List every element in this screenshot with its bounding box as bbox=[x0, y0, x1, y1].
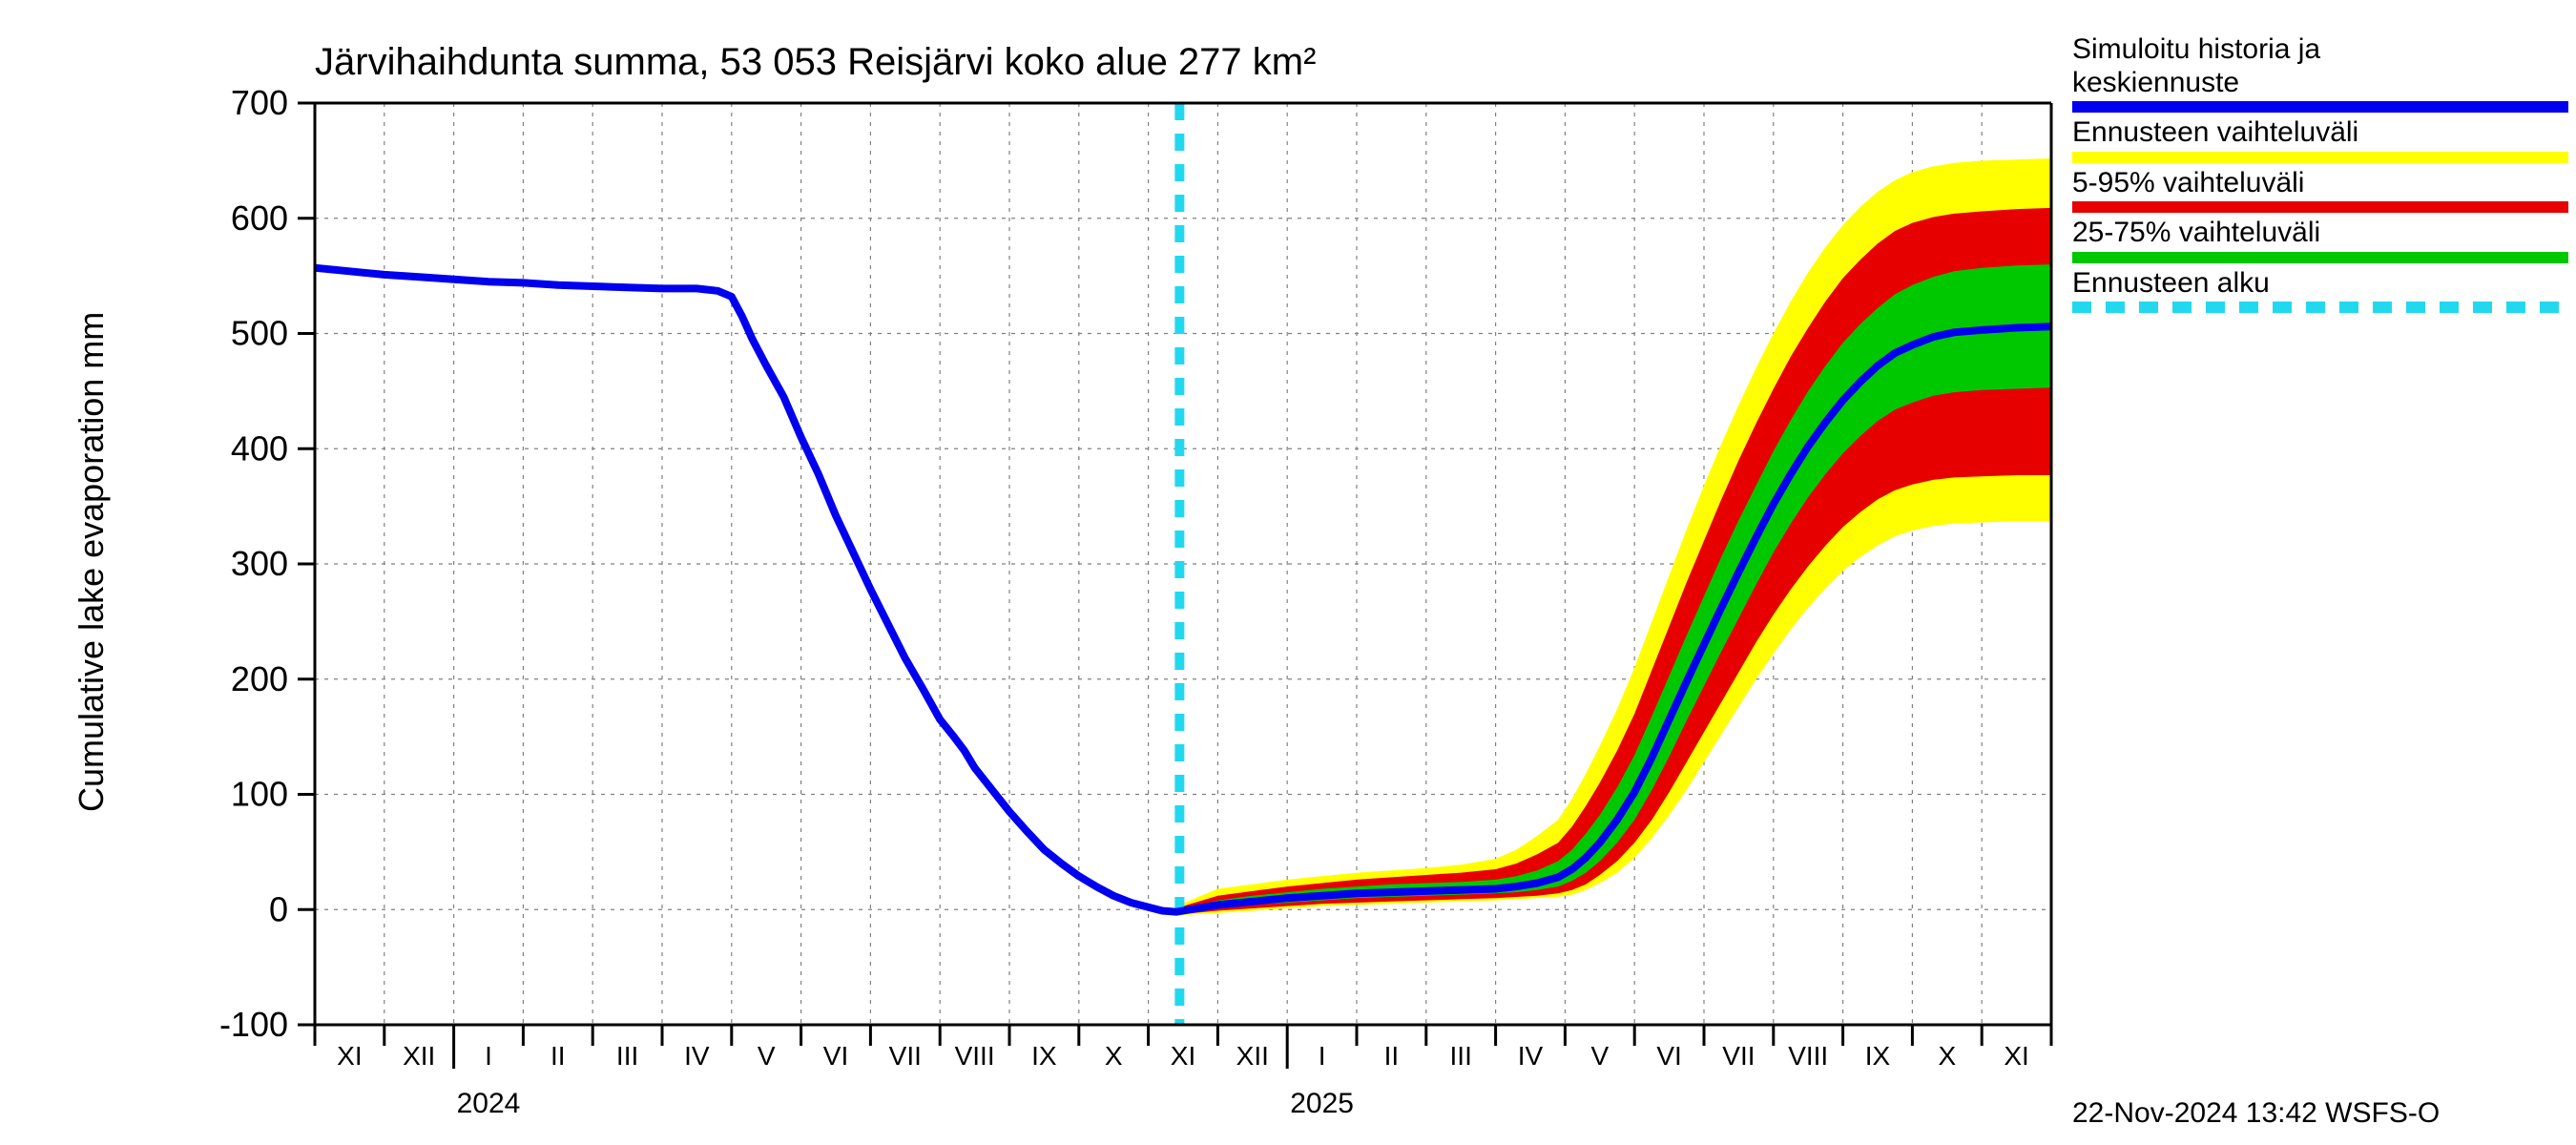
legend-swatch bbox=[2072, 252, 2568, 263]
legend-item: Ennusteen alku bbox=[2072, 267, 2568, 314]
ytick-label: 600 bbox=[231, 198, 288, 238]
xtick-label: VI bbox=[823, 1041, 848, 1071]
ytick-label: 700 bbox=[231, 83, 288, 122]
xtick-label: III bbox=[1450, 1041, 1472, 1071]
legend: Simuloitu historia ja keskiennuste Ennust… bbox=[2072, 33, 2568, 317]
xtick-label: I bbox=[485, 1041, 492, 1071]
xtick-label: XI bbox=[337, 1041, 362, 1071]
legend-swatch bbox=[2072, 302, 2568, 313]
xtick-label: V bbox=[758, 1041, 776, 1071]
xtick-label: VIII bbox=[1788, 1041, 1828, 1071]
year-label: 2025 bbox=[1290, 1088, 1354, 1119]
ytick-label: 100 bbox=[231, 775, 288, 814]
xtick-label: I bbox=[1319, 1041, 1326, 1071]
xtick-label: XII bbox=[403, 1041, 435, 1071]
ytick-label: 0 bbox=[269, 889, 288, 928]
xtick-label: VII bbox=[889, 1041, 922, 1071]
xtick-label: X bbox=[1105, 1041, 1123, 1071]
legend-label: Simuloitu historia ja keskiennuste bbox=[2072, 33, 2568, 99]
legend-swatch bbox=[2072, 201, 2568, 213]
xtick-label: VII bbox=[1722, 1041, 1755, 1071]
legend-label: Ennusteen vaihteluväli bbox=[2072, 116, 2568, 150]
legend-item: Simuloitu historia ja keskiennuste bbox=[2072, 33, 2568, 113]
legend-item: 25-75% vaihteluväli bbox=[2072, 217, 2568, 263]
chart-title: Järvihaihdunta summa, 53 053 Reisjärvi k… bbox=[315, 41, 1316, 83]
legend-swatch bbox=[2072, 152, 2568, 163]
xtick-label: IV bbox=[1518, 1041, 1544, 1071]
xtick-label: IX bbox=[1865, 1041, 1891, 1071]
xtick-label: XI bbox=[2004, 1041, 2028, 1071]
ytick-label: -100 bbox=[219, 1005, 288, 1044]
year-label: 2024 bbox=[457, 1088, 521, 1119]
xtick-label: V bbox=[1590, 1041, 1609, 1071]
xtick-label: VIII bbox=[955, 1041, 995, 1071]
ytick-label: 300 bbox=[231, 544, 288, 583]
xtick-label: X bbox=[1938, 1041, 1956, 1071]
footer-stamp: 22-Nov-2024 13:42 WSFS-O bbox=[2072, 1097, 2440, 1130]
xtick-label: II bbox=[1384, 1041, 1400, 1071]
y-axis-label: Cumulative lake evaporation mm bbox=[72, 312, 111, 812]
xtick-label: II bbox=[551, 1041, 566, 1071]
legend-label: 5-95% vaihteluväli bbox=[2072, 167, 2568, 200]
xtick-label: III bbox=[616, 1041, 638, 1071]
xtick-label: XII bbox=[1236, 1041, 1269, 1071]
legend-item: Ennusteen vaihteluväli bbox=[2072, 116, 2568, 163]
xtick-label: XI bbox=[1171, 1041, 1195, 1071]
xtick-label: IV bbox=[684, 1041, 710, 1071]
xtick-label: VI bbox=[1656, 1041, 1681, 1071]
ytick-label: 500 bbox=[231, 314, 288, 353]
xtick-label: IX bbox=[1031, 1041, 1057, 1071]
ytick-label: 200 bbox=[231, 659, 288, 698]
legend-item: 5-95% vaihteluväli bbox=[2072, 167, 2568, 214]
legend-label: Ennusteen alku bbox=[2072, 267, 2568, 301]
legend-swatch bbox=[2072, 101, 2568, 113]
ytick-label: 400 bbox=[231, 428, 288, 468]
legend-label: 25-75% vaihteluväli bbox=[2072, 217, 2568, 250]
